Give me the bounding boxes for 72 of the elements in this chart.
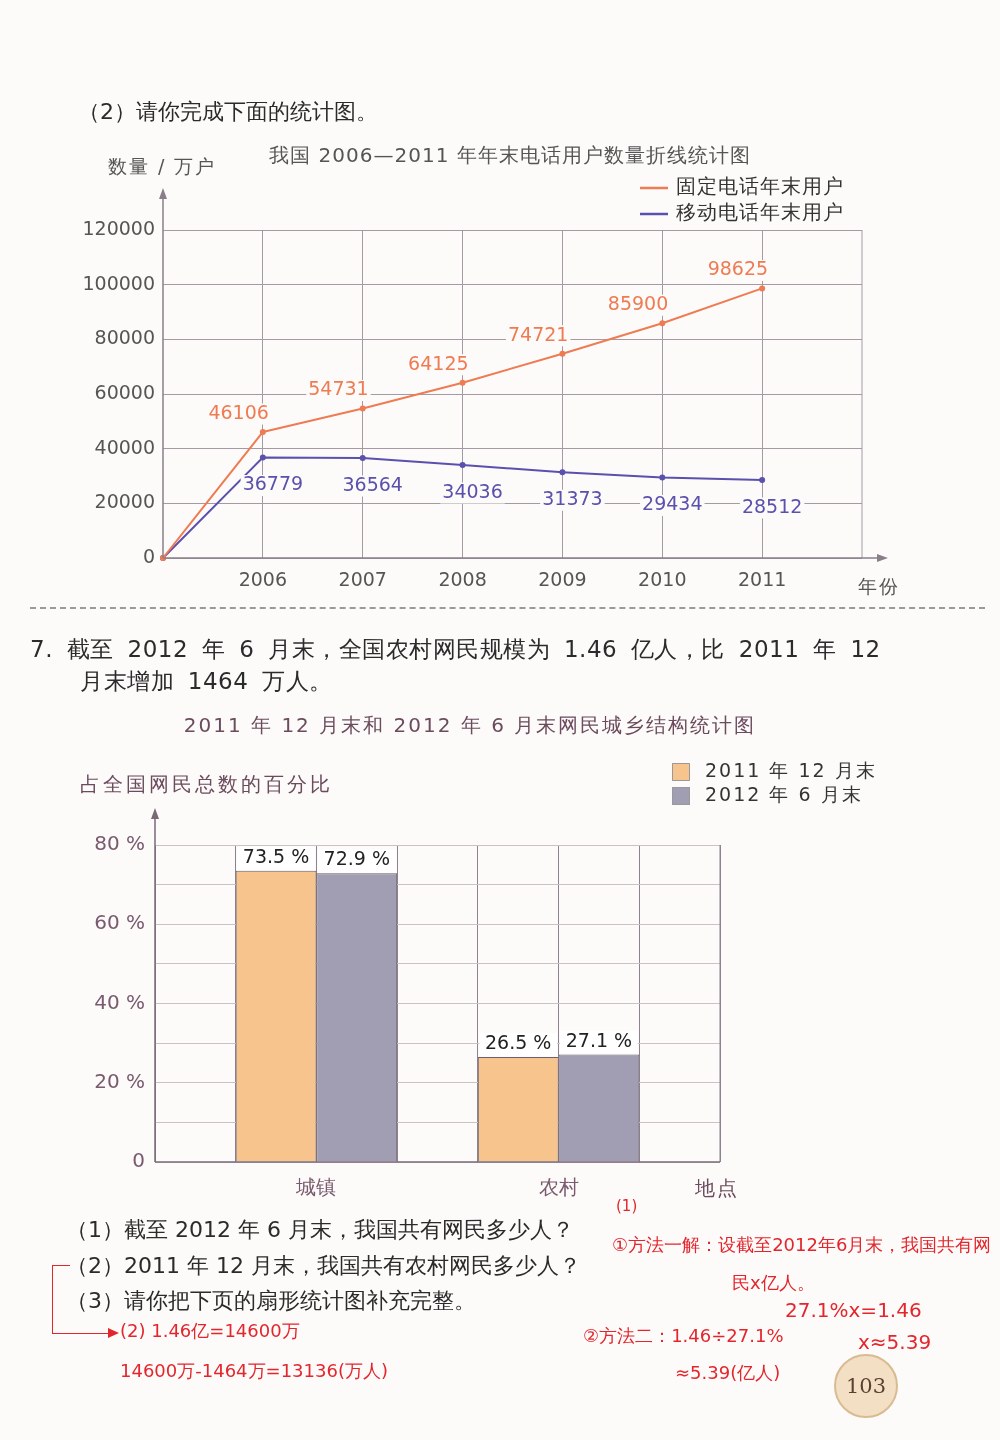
point (659, 320, 666, 327)
y-tick-label: 60 % (94, 910, 145, 935)
data-label: 29434 (642, 492, 703, 515)
legend-label: 移动电话年末用户 (676, 200, 844, 225)
point (359, 405, 366, 412)
x-tick-label: 2008 (438, 568, 487, 591)
data-label: 36779 (242, 472, 304, 495)
data-label: 85900 (607, 292, 669, 315)
x-tick-label: 农村 (538, 1175, 579, 1200)
text: 7. 截至 2012 年 6 月末，全国农村网民规模为 1.46 亿人，比 2011 年 12 月末增加 1464 万人。 (30, 635, 882, 696)
data-label: 28512 (741, 495, 803, 517)
data-label: 72.9 % (323, 847, 390, 870)
legend-label: 2011 年 12 月末 (705, 758, 877, 781)
x-tick-label: 2007 (338, 568, 387, 591)
text: ①方法一解：设截至2012年6月末，我国共有网民x亿人。 (612, 1234, 992, 1293)
y-tick-label: 100000 (82, 271, 155, 294)
data-label: 36564 (342, 473, 403, 495)
y-tick-label: 0 (142, 544, 155, 567)
point (559, 350, 566, 357)
x-axis-title: 年份 (858, 574, 900, 597)
legend-label: 2012 年 6 月末 (705, 782, 863, 805)
data-label: 26.5 % (485, 1030, 552, 1053)
point (559, 469, 566, 476)
y-tick-label: 40 % (94, 989, 145, 1014)
text: （2）请你完成下面的统计图。 (78, 98, 378, 126)
text: 103 (846, 1373, 887, 1400)
y-tick-label: 80000 (94, 326, 155, 349)
text: (1) (616, 1197, 638, 1216)
point (659, 474, 666, 481)
data-label: 46106 (208, 400, 269, 423)
y-tick-label: 40000 (94, 435, 155, 458)
y-tick-label: 60000 (94, 380, 155, 403)
x-tick-label: 2011 (737, 568, 787, 591)
point (459, 379, 466, 386)
data-label: 31373 (542, 487, 603, 510)
text: (2) 1.46亿=14600万 (120, 1320, 300, 1343)
text: （1）截至 2012 年 6 月末，我国共有网民多少人？ (66, 1216, 574, 1244)
text: （2）2011 年 12 月末，我国共有农村网民多少人？ (66, 1252, 581, 1280)
y-tick-label: 120000 (82, 216, 155, 239)
y-tick-label: 20000 (94, 490, 155, 513)
data-label: 64125 (408, 351, 469, 374)
chart-title: 2011 年 12 月末和 2012 年 6 月末网民城乡结构统计图 (183, 713, 757, 738)
data-label: 73.5 % (242, 844, 310, 867)
point (759, 477, 766, 484)
text: ≈5.39(亿人) (675, 1362, 781, 1385)
point (459, 461, 466, 468)
x-tick-label: 城镇 (295, 1175, 337, 1200)
data-label: 74721 (507, 322, 569, 345)
point (759, 285, 766, 292)
x-axis-title: 地点 (694, 1176, 739, 1201)
data-label: 34036 (442, 479, 503, 502)
x-tick-label: 2006 (238, 568, 288, 591)
point (259, 454, 266, 461)
y-axis-title: 数量 / 万户 (108, 154, 217, 177)
x-tick-label: 2010 (638, 568, 687, 591)
y-tick-label: 80 % (94, 831, 145, 856)
text: 14600万-1464万=13136(万人) (120, 1360, 388, 1383)
data-label: 27.1 % (565, 1028, 633, 1051)
point (359, 455, 366, 462)
text: ②方法二：1.46÷27.1% (583, 1325, 784, 1348)
y-axis-title: 占全国网民总数的百分比 (80, 772, 333, 797)
text: 27.1%x=1.46 (785, 1298, 922, 1323)
data-label: 54731 (308, 377, 369, 400)
y-tick-label: 20 % (94, 1068, 145, 1093)
legend-label: 固定电话年末用户 (676, 174, 844, 199)
point (259, 428, 266, 435)
y-tick-label: 0 (132, 1148, 145, 1173)
text: （3）请你把下页的扇形统计图补充完整。 (66, 1287, 476, 1315)
data-label: 98625 (707, 257, 769, 280)
x-tick-label: 2009 (538, 568, 587, 591)
chart-title: 我国 2006—2011 年年末电话用户数量折线统计图 (269, 143, 751, 168)
text: x≈5.39 (858, 1330, 932, 1355)
